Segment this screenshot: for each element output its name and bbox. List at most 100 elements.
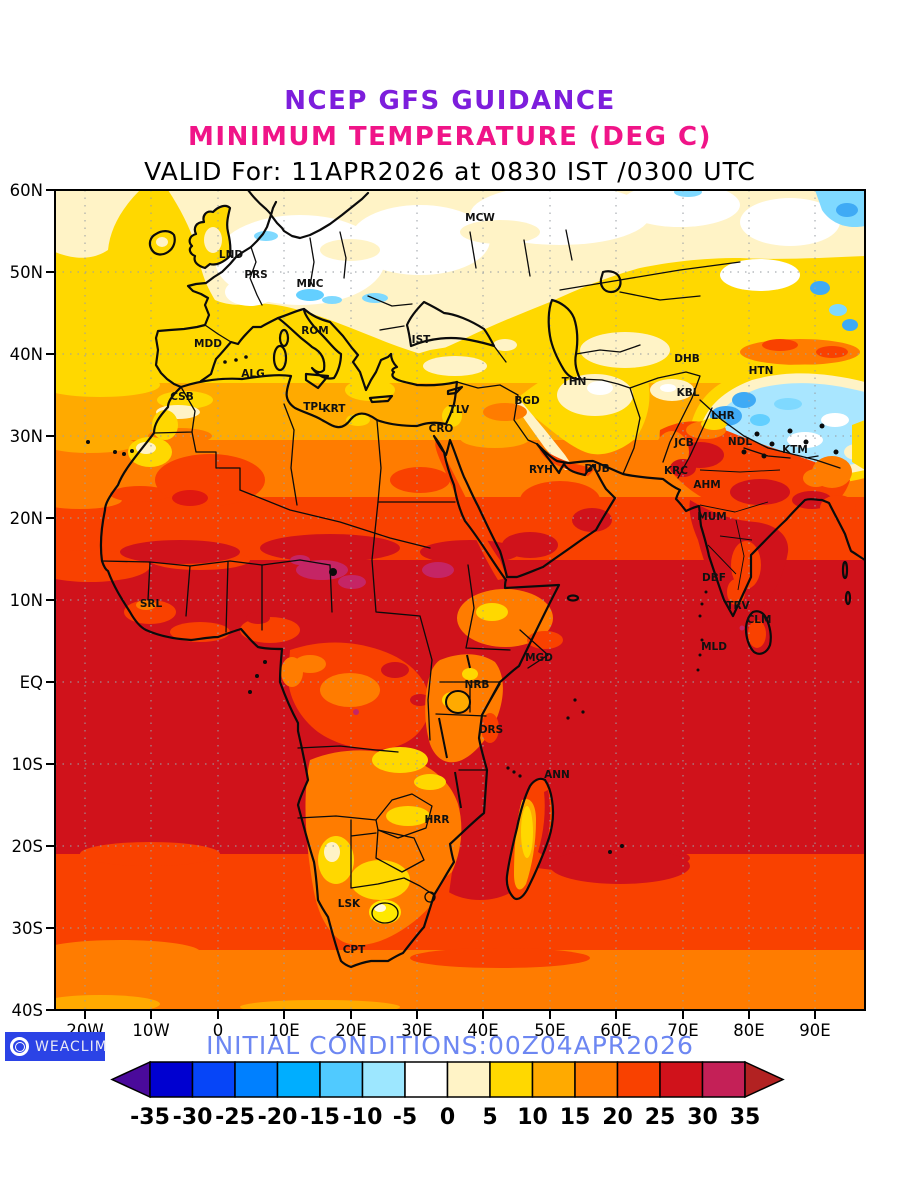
temperature-colorbar: -35 -30 -25 -20 -15 -10 -5 0 5 10 15 20 25 30 35 bbox=[110, 1060, 785, 1130]
colorbar-segment bbox=[191, 1061, 236, 1098]
city-label-ryh: RYH bbox=[529, 464, 553, 476]
colorbar-arrow-right bbox=[744, 1060, 785, 1099]
city-label-ist: IST bbox=[412, 334, 431, 346]
page-subtitle: MINIMUM TEMPERATURE (DEG C) bbox=[188, 122, 712, 152]
colorbar-segment bbox=[404, 1061, 449, 1098]
colorbar-tick-label: 15 bbox=[560, 1105, 591, 1130]
colorbar-segment bbox=[276, 1061, 321, 1098]
city-label-trv: TRV bbox=[726, 600, 750, 612]
city-label-bgd: BGD bbox=[514, 395, 540, 407]
colorbar-segment bbox=[616, 1061, 661, 1098]
lat-label: 10N bbox=[10, 591, 43, 610]
city-label-drs: DRS bbox=[479, 724, 503, 736]
lat-label: EQ bbox=[20, 673, 43, 692]
city-label-ktm: KTM bbox=[782, 444, 808, 456]
page-title: NCEP GFS GUIDANCE bbox=[284, 86, 616, 116]
city-label-mum: MUM bbox=[697, 511, 726, 523]
lon-label: 20E bbox=[335, 1021, 366, 1040]
lat-label: 20N bbox=[10, 509, 43, 528]
colorbar-segment bbox=[531, 1061, 576, 1098]
initial-conditions-line: INITIAL CONDITIONS:00Z04APR2026 bbox=[206, 1031, 694, 1060]
city-label-ndl: NDL bbox=[728, 436, 753, 448]
colorbar-tick-label: -35 bbox=[130, 1105, 170, 1130]
lon-label: 0 bbox=[213, 1021, 224, 1040]
colorbar-segment bbox=[574, 1061, 619, 1098]
city-label-ahm: AHM bbox=[693, 479, 720, 491]
lon-label: 10W bbox=[132, 1021, 169, 1040]
colorbar-tick-label: 25 bbox=[645, 1105, 676, 1130]
city-label-cpt: CPT bbox=[343, 944, 366, 956]
lat-label: 50N bbox=[10, 263, 43, 282]
valid-time-line: VALID For: 11APR2026 at 0830 IST /0300 U… bbox=[144, 157, 756, 186]
lon-label: 10E bbox=[268, 1021, 299, 1040]
city-label-alg: ALG bbox=[241, 368, 264, 380]
city-label-krc: KRC bbox=[664, 465, 688, 477]
lon-label: 60E bbox=[600, 1021, 631, 1040]
colorbar-segment bbox=[659, 1061, 704, 1098]
lon-label: 30E bbox=[401, 1021, 432, 1040]
lon-label: 40E bbox=[467, 1021, 498, 1040]
city-label-nrb: NRB bbox=[465, 679, 490, 691]
city-label-lhr: LHR bbox=[711, 410, 735, 422]
city-label-htn: HTN bbox=[749, 365, 774, 377]
lon-label: 70E bbox=[667, 1021, 698, 1040]
colorbar-tick-label: 30 bbox=[687, 1105, 718, 1130]
city-label-ann: ANN bbox=[544, 769, 570, 781]
map-outlines bbox=[86, 190, 865, 969]
colorbar-arrow-left bbox=[110, 1060, 151, 1099]
lat-label: 30S bbox=[12, 919, 43, 938]
colorbar-tick-label: -30 bbox=[173, 1105, 213, 1130]
city-label-krt: KRT bbox=[323, 403, 347, 415]
lon-label: 50E bbox=[534, 1021, 565, 1040]
colorbar-segment bbox=[234, 1061, 279, 1098]
colorbar-segment bbox=[361, 1061, 406, 1098]
lat-label: 10S bbox=[12, 755, 43, 774]
city-label-mdd: MDD bbox=[194, 338, 222, 350]
city-label-mld: MLD bbox=[701, 641, 727, 653]
city-label-hrr: HRR bbox=[425, 814, 450, 826]
city-label-tpl: TPL bbox=[303, 401, 325, 413]
colorbar-segment bbox=[446, 1061, 491, 1098]
colorbar-segment bbox=[149, 1061, 194, 1098]
city-label-srl: SRL bbox=[140, 598, 163, 610]
city-label-dhb: DHB bbox=[674, 353, 700, 365]
colorbar-tick-label: -25 bbox=[215, 1105, 255, 1130]
city-label-jcb: JCB bbox=[673, 437, 694, 449]
lon-label: 80E bbox=[733, 1021, 764, 1040]
city-label-csb: CSB bbox=[170, 391, 193, 403]
city-label-mgd: MGD bbox=[525, 652, 553, 664]
city-label-tlv: TLV bbox=[449, 404, 470, 416]
logo-label: WEACLIM bbox=[35, 1038, 108, 1055]
colorbar-tick-label: -10 bbox=[343, 1105, 383, 1130]
lat-label: 30N bbox=[10, 427, 43, 446]
city-label-lsk: LSK bbox=[338, 898, 361, 910]
colorbar-tick-label: -20 bbox=[258, 1105, 298, 1130]
colorbar-tick-label: 20 bbox=[602, 1105, 633, 1130]
city-label-rom: ROM bbox=[301, 325, 328, 337]
city-label-thn: THN bbox=[562, 376, 587, 388]
lon-label: 90E bbox=[799, 1021, 830, 1040]
weaclim-logo: WEACLIM bbox=[5, 1032, 108, 1061]
colorbar-segment bbox=[701, 1061, 746, 1098]
colorbar-tick-label: -5 bbox=[393, 1105, 417, 1130]
city-label-dbf: DBF bbox=[702, 572, 726, 584]
colorbar-tick-label: 0 bbox=[440, 1105, 455, 1130]
colorbar-tick-label: -15 bbox=[300, 1105, 340, 1130]
lat-label: 20S bbox=[12, 837, 43, 856]
lat-label: 40S bbox=[12, 1001, 43, 1020]
city-label-mnc: MNC bbox=[297, 278, 324, 290]
city-label-mcw: MCW bbox=[465, 212, 495, 224]
colorbar-segment bbox=[319, 1061, 364, 1098]
city-label-prs: PRS bbox=[244, 269, 267, 281]
city-label-lnd: LND bbox=[219, 249, 243, 261]
logo-ring-icon bbox=[10, 1037, 29, 1056]
city-label-dub: DUB bbox=[584, 463, 609, 475]
colorbar-segment bbox=[489, 1061, 534, 1098]
city-label-clm: CLM bbox=[747, 614, 772, 626]
colorbar-tick-label: 5 bbox=[482, 1105, 497, 1130]
lat-label: 40N bbox=[10, 345, 43, 364]
